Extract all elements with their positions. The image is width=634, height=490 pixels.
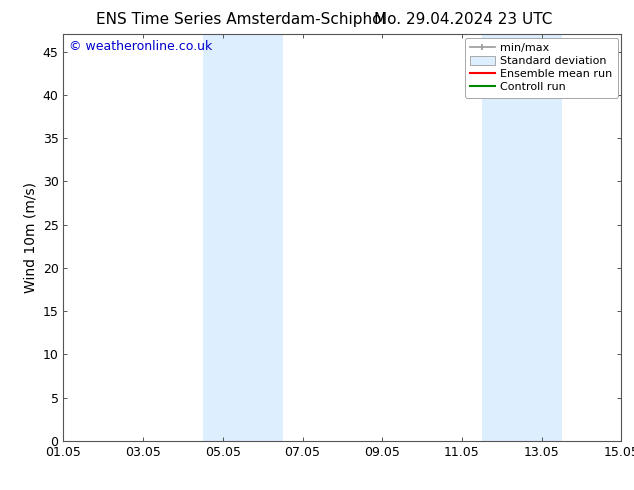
Text: Mo. 29.04.2024 23 UTC: Mo. 29.04.2024 23 UTC (373, 12, 552, 27)
Text: ENS Time Series Amsterdam-Schiphol: ENS Time Series Amsterdam-Schiphol (96, 12, 386, 27)
Y-axis label: Wind 10m (m/s): Wind 10m (m/s) (23, 182, 37, 293)
Text: © weatheronline.co.uk: © weatheronline.co.uk (69, 40, 212, 53)
Bar (482, 34, 562, 441)
Legend: min/max, Standard deviation, Ensemble mean run, Controll run: min/max, Standard deviation, Ensemble me… (465, 38, 618, 98)
Bar (203, 34, 283, 441)
